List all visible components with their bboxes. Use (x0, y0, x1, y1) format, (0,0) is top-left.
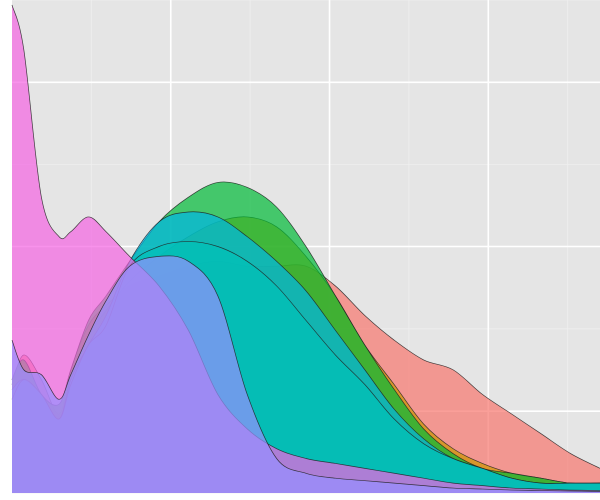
plot-area (11, 0, 600, 494)
density-area-6 (12, 255, 600, 493)
density-outline-6 (11, 255, 600, 492)
